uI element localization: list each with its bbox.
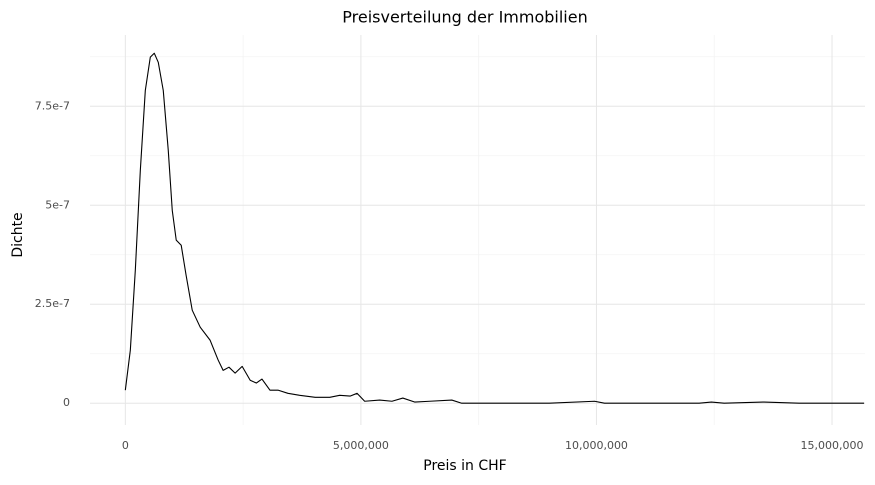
x-tick-label: 5,000,000	[333, 439, 389, 452]
x-tick-label: 15,000,000	[801, 439, 864, 452]
x-axis-label: Preis in CHF	[423, 458, 506, 474]
y-tick-label: 2.5e-7	[35, 297, 70, 310]
x-tick-label: 10,000,000	[565, 439, 628, 452]
x-tick-label: 0	[122, 439, 129, 452]
y-tick-label: 7.5e-7	[35, 99, 70, 112]
y-axis-label: Dichte	[10, 212, 26, 257]
chart-title: Preisverteilung der Immobilien	[342, 8, 587, 27]
y-tick-label: 5e-7	[45, 198, 70, 211]
y-tick-label: 0	[63, 396, 70, 409]
density-line	[124, 52, 865, 404]
